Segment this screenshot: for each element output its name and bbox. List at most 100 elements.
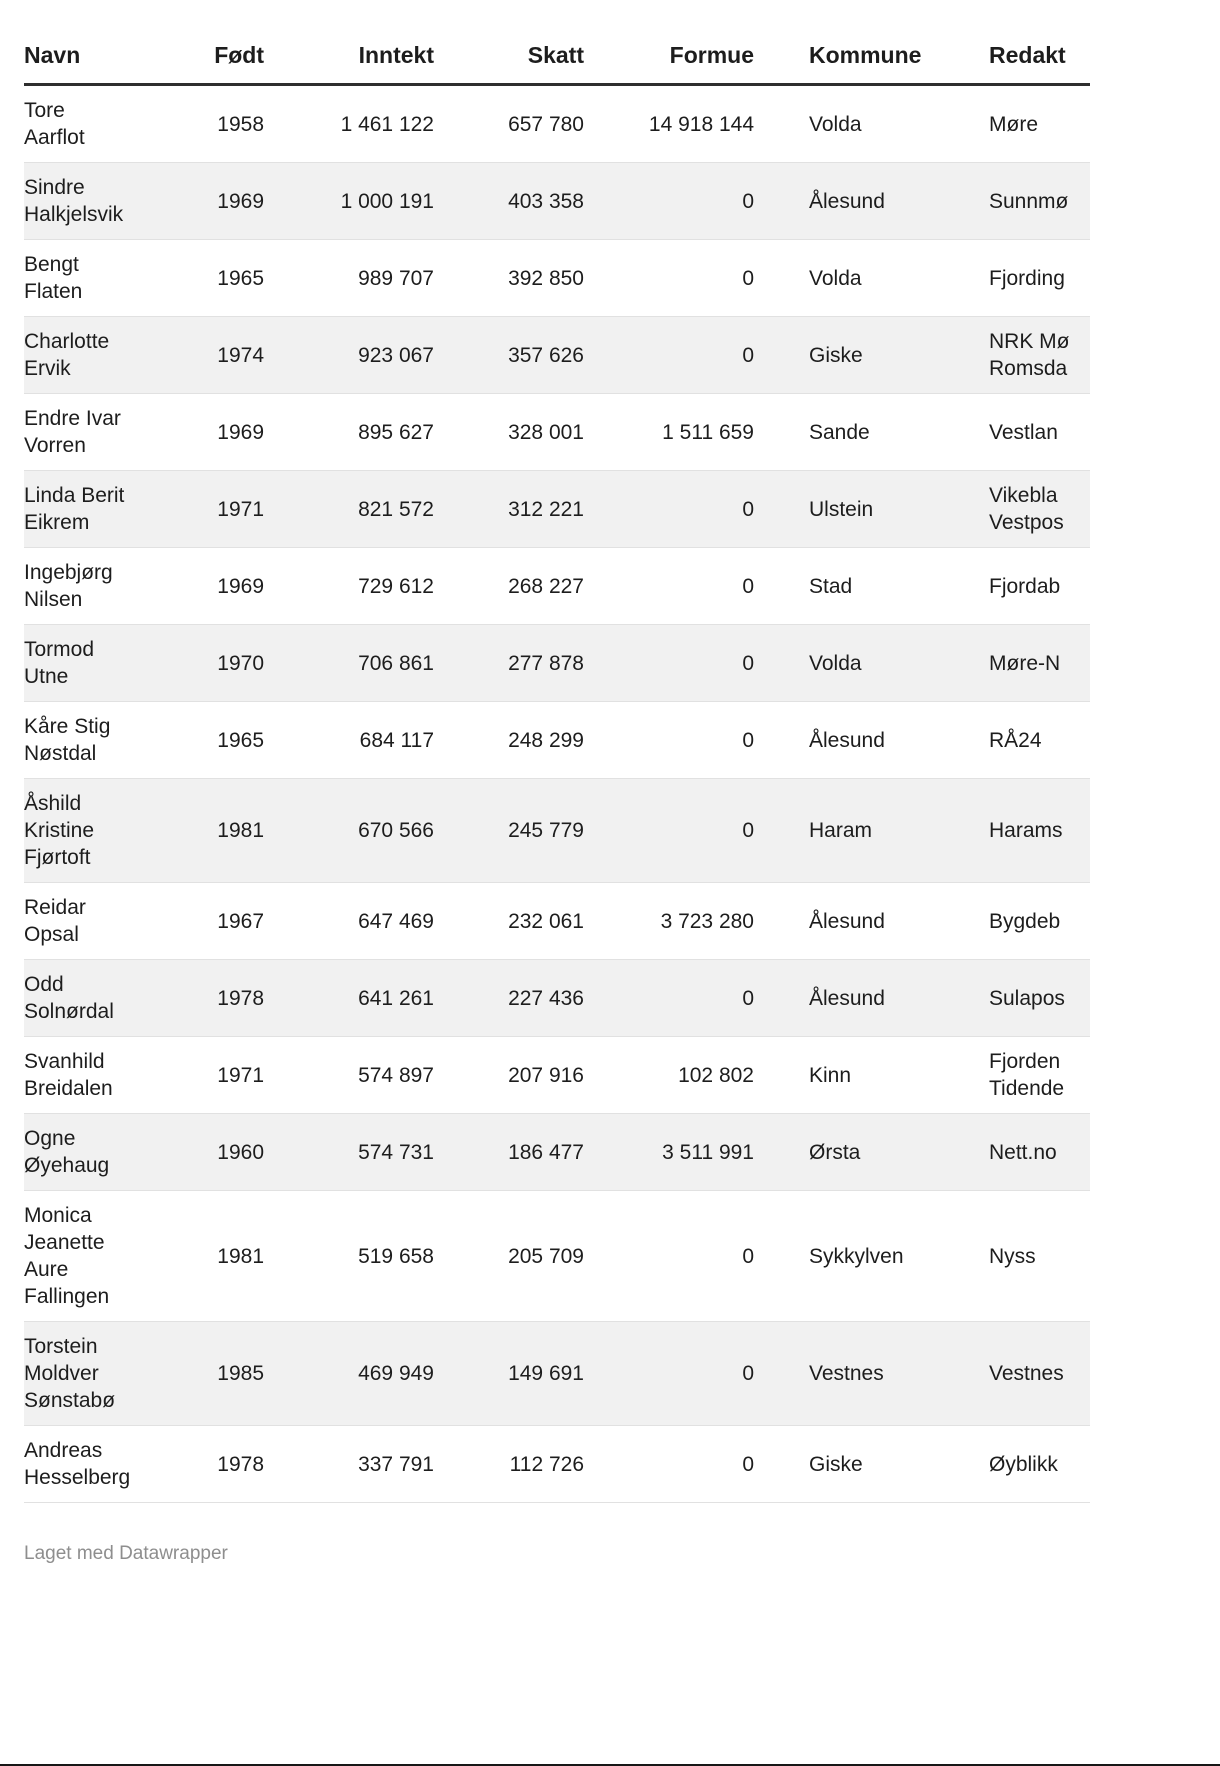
table-row: Ingebjørg Nilsen 1969 729 612 268 227 0 Stad F… <box>24 547 1090 625</box>
cell-formue: 0 <box>594 1425 764 1503</box>
data-table: Navn Født Inntekt Skatt Formue Kommune R… <box>24 30 1090 1503</box>
cell-kommune: Sande <box>764 393 979 471</box>
cell-skatt: 328 001 <box>444 393 594 471</box>
cell-skatt: 657 780 <box>508 112 584 136</box>
cell-inntekt: 821 572 <box>274 470 444 548</box>
cell-kommune: Ålesund <box>764 162 979 240</box>
cell-kommune: Ørsta <box>764 1113 979 1191</box>
table-body: Tore Aarflot 1958 1 461 122 657 780 14 918 1… <box>24 85 1090 1503</box>
cell-kommune: Giske <box>764 1425 979 1503</box>
cell-inntekt: 706 861 <box>274 624 444 702</box>
cell-formue: 0 <box>594 701 764 779</box>
cell-fodt: 1960 <box>194 1113 274 1191</box>
cell-redaksjon: Vestnes <box>979 1321 1090 1426</box>
cell-formue: 0 <box>594 162 764 240</box>
table-row: Ogne Øyehaug 1960 574 731 186 477 3 511 991 Ø… <box>24 1113 1090 1191</box>
cell-inntekt: 337 791 <box>274 1425 444 1503</box>
cell-redaksjon: Vikebla Vestpos <box>979 470 1090 548</box>
cell-navn: Ingebjørg Nilsen <box>24 547 194 625</box>
cell-kommune: Volda <box>764 239 979 317</box>
cell-inntekt: 923 067 <box>274 316 444 394</box>
cell-fodt: 1967 <box>194 882 274 960</box>
cell-navn: Linda Berit Eikrem <box>24 470 194 548</box>
cell-skatt: 112 726 <box>444 1425 594 1503</box>
cell-formue: 0 <box>594 959 764 1037</box>
cell-navn: Bengt Flaten <box>24 239 194 317</box>
cell-fodt: 1969 <box>194 162 274 240</box>
cell-kommune: Stad <box>764 547 979 625</box>
table-row: Endre Ivar Vorren 1969 895 627 328 001 1 511… <box>24 393 1090 471</box>
cell-skatt: 232 061 <box>444 882 594 960</box>
cell-kommune: Volda <box>809 112 862 136</box>
cell-formue: 0 <box>594 470 764 548</box>
cell-navn: Kåre Stig Nøstdal <box>24 701 194 779</box>
cell-skatt: 403 358 <box>444 162 594 240</box>
cell-formue: 102 802 <box>594 1036 764 1114</box>
table-row: Tormod Utne 1970 706 861 277 878 0 Volda Møre-… <box>24 624 1090 702</box>
table-row: Kåre Stig Nøstdal 1965 684 117 248 299 0 Åles… <box>24 701 1090 779</box>
cell-navn: Reidar Opsal <box>24 882 194 960</box>
cell-inntekt: 647 469 <box>274 882 444 960</box>
table-row: Linda Berit Eikrem 1971 821 572 312 221 0 Uls… <box>24 470 1090 548</box>
cell-fodt: 1974 <box>194 316 274 394</box>
cell-skatt: 207 916 <box>444 1036 594 1114</box>
cell-inntekt: 1 461 122 <box>340 112 434 136</box>
cell-formue: 0 <box>594 547 764 625</box>
cell-navn: Andreas Hesselberg <box>24 1425 194 1503</box>
cell-formue: 14 918 144 <box>648 112 754 136</box>
cell-inntekt: 519 658 <box>274 1190 444 1322</box>
cell-formue: 3 723 280 <box>594 882 764 960</box>
cell-fodt: 1970 <box>194 624 274 702</box>
cell-fodt: 1981 <box>194 1190 274 1322</box>
cell-inntekt: 1 000 191 <box>274 162 444 240</box>
column-header-redaksjon: Redakt <box>979 30 1090 86</box>
cell-redaksjon: Sulapos <box>979 959 1090 1037</box>
cell-inntekt: 641 261 <box>274 959 444 1037</box>
cell-navn: Monica Jeanette Aure Fallingen <box>24 1190 194 1322</box>
cell-fodt: 1971 <box>194 1036 274 1114</box>
cell-navn: Torstein Moldver Sønstabø <box>24 1321 194 1426</box>
cell-inntekt: 469 949 <box>274 1321 444 1426</box>
column-header-formue: Formue <box>594 30 764 86</box>
table-row: Svanhild Breidalen 1971 574 897 207 916 102 … <box>24 1036 1090 1114</box>
cell-skatt: 277 878 <box>444 624 594 702</box>
table-row: Odd Solnørdal 1978 641 261 227 436 0 Ålesund S… <box>24 959 1090 1037</box>
cell-navn: Tore Aarflot <box>24 99 85 149</box>
column-header-navn: Navn <box>24 30 194 86</box>
cell-inntekt: 684 117 <box>274 701 444 779</box>
cell-navn: Tormod Utne <box>24 624 194 702</box>
cell-skatt: 268 227 <box>444 547 594 625</box>
cell-skatt: 205 709 <box>444 1190 594 1322</box>
cell-inntekt: 574 731 <box>274 1113 444 1191</box>
column-header-skatt: Skatt <box>444 30 594 86</box>
column-header-kommune: Kommune <box>764 30 979 86</box>
cell-formue: 0 <box>594 778 764 883</box>
table-page: Navn Født Inntekt Skatt Formue Kommune R… <box>24 30 1090 1564</box>
cell-fodt: 1965 <box>194 701 274 779</box>
cell-kommune: Ulstein <box>764 470 979 548</box>
cell-redaksjon: Fjording <box>979 239 1090 317</box>
cell-redaksjon: Øyblikk <box>979 1425 1090 1503</box>
cell-fodt: 1958 <box>217 112 264 136</box>
cell-inntekt: 670 566 <box>274 778 444 883</box>
cell-inntekt: 574 897 <box>274 1036 444 1114</box>
header-row: Navn Født Inntekt Skatt Formue Kommune R… <box>24 30 1090 86</box>
cell-formue: 0 <box>594 1321 764 1426</box>
cell-skatt: 248 299 <box>444 701 594 779</box>
cell-fodt: 1978 <box>194 1425 274 1503</box>
cell-redaksjon: Nett.no <box>979 1113 1090 1191</box>
cell-navn: Odd Solnørdal <box>24 959 194 1037</box>
cell-skatt: 392 850 <box>444 239 594 317</box>
attribution-link[interactable]: Laget med Datawrapper <box>24 1543 228 1564</box>
cell-navn: Svanhild Breidalen <box>24 1036 194 1114</box>
cell-redaksjon: Møre-N <box>979 624 1090 702</box>
table-row: Torstein Moldver Sønstabø 1985 469 949 149 … <box>24 1321 1090 1426</box>
cell-redaksjon: Bygdeb <box>979 882 1090 960</box>
cell-redaksjon: NRK Mø Romsda <box>979 316 1090 394</box>
cell-redaksjon: Nyss <box>979 1190 1090 1322</box>
cell-fodt: 1981 <box>194 778 274 883</box>
cell-fodt: 1978 <box>194 959 274 1037</box>
table-row: Åshild Kristine Fjørtoft 1981 670 566 245 7… <box>24 778 1090 883</box>
column-header-fodt: Født <box>194 30 274 86</box>
cell-redaksjon: Sunnmø <box>979 162 1090 240</box>
